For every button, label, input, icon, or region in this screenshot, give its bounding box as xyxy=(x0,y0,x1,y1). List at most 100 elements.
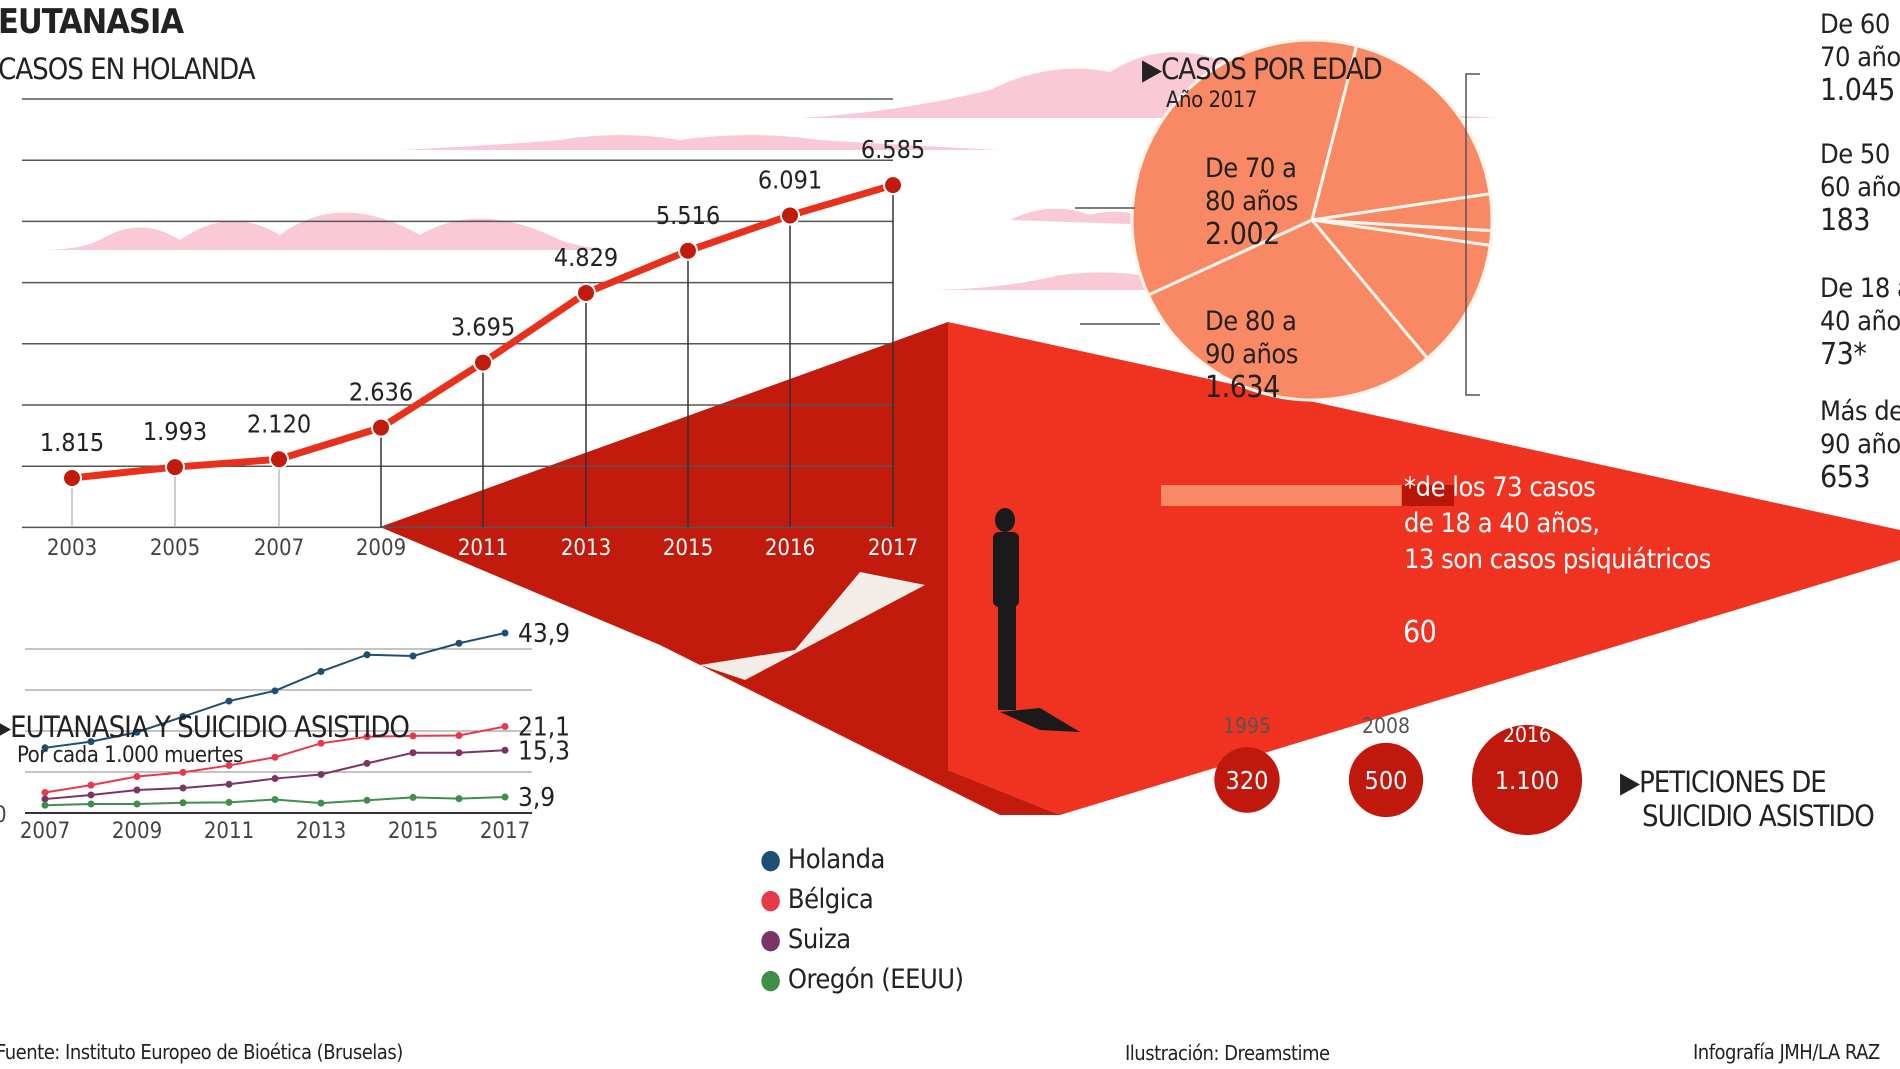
series-point xyxy=(225,761,233,769)
cases-holland-chart: 1.815 2003 1.993 2005 2.120 2007 2.636 2009 3.69… xyxy=(22,98,925,561)
data-label: 6.091 xyxy=(758,165,822,194)
data-point xyxy=(62,468,82,488)
legend-suiza: ● Suiza xyxy=(760,924,851,955)
data-label: 1.993 xyxy=(143,417,207,446)
pie-subtitle: Año 2017 xyxy=(1166,88,1257,113)
pie-title: ▶CASOS POR EDAD xyxy=(1142,52,1383,86)
series-point xyxy=(225,780,233,788)
series-point xyxy=(501,629,509,637)
series-end-label: 15,3 xyxy=(518,736,570,766)
series-point xyxy=(87,791,95,799)
bar-segment-non-psychiatric xyxy=(1161,485,1402,506)
chart1-title: ▸CASOS EN HOLANDA xyxy=(0,52,256,86)
series-point xyxy=(271,775,279,783)
series-end-label: 3,9 xyxy=(518,783,555,813)
bar-segment-psychiatric xyxy=(1401,485,1454,506)
legend-holanda: ● Holanda xyxy=(760,844,885,875)
x-tick-label: 2009 xyxy=(112,819,162,844)
series-point xyxy=(179,713,187,721)
bubble xyxy=(1214,747,1280,813)
pie-label-70-80: De 70 a 80 años 2.002 xyxy=(1205,153,1298,252)
series-point xyxy=(87,738,95,746)
bubble-year: 2008 xyxy=(1362,714,1410,738)
x-tick-label: 2015 xyxy=(663,536,713,561)
series-point xyxy=(363,759,371,767)
series-end-label: 21,1 xyxy=(518,712,570,742)
data-point xyxy=(883,175,903,196)
chart2-title: ▸EUTANASIA Y SUICIDIO ASISTIDO xyxy=(0,710,410,744)
footer-credit: Infografía JMH/LA RAZ xyxy=(1693,1040,1880,1064)
series-point xyxy=(179,768,187,776)
series-point xyxy=(179,784,187,792)
footer-source: Fuente: Instituto Europeo de Bioética (B… xyxy=(0,1040,403,1064)
chart2-subtitle: Por cada 1.000 muertes xyxy=(17,743,243,768)
x-tick-label: 2009 xyxy=(356,536,406,561)
pie-slice xyxy=(1308,217,1492,361)
legend: ● Holanda ● Bélgica ● Suiza ● Oregón (EE… xyxy=(760,840,964,1000)
data-point xyxy=(473,352,493,373)
legend-oregon: ● Oregón (EEUU) xyxy=(760,964,964,995)
series-point xyxy=(87,781,95,789)
psychiatric-bar xyxy=(1161,485,1454,506)
chart2-title-text: EUTANASIA Y SUICIDIO ASISTIDO xyxy=(10,710,410,744)
pie-label-60-70: De 60 70 año 1.045 xyxy=(1820,9,1900,108)
data-label: 6.585 xyxy=(861,135,925,164)
series-point xyxy=(363,651,371,659)
series-point xyxy=(409,749,417,757)
series-point xyxy=(409,652,417,660)
light-path xyxy=(700,572,925,680)
pie-label-80-90: De 80 a 90 años 1.634 xyxy=(1205,306,1298,405)
leader-bracket xyxy=(1465,73,1480,396)
bubble xyxy=(1471,724,1583,836)
x-tick-label: 2015 xyxy=(388,819,438,844)
series-point xyxy=(455,795,463,803)
x-tick-label: 2011 xyxy=(458,536,508,561)
requests-bubbles: 320 1995 500 2008 1.100 2016 xyxy=(1214,714,1583,836)
series-point xyxy=(501,722,509,730)
series-end-label: 43,9 xyxy=(518,619,570,649)
series-point xyxy=(87,800,95,808)
series-point xyxy=(41,789,49,796)
series-point xyxy=(363,733,371,741)
pie-label-50-60: De 50 60 año 183 xyxy=(1820,139,1900,238)
x-tick-label: 2005 xyxy=(150,536,200,561)
x-tick-label: 2013 xyxy=(561,536,611,561)
euthanasia-rates-chart: 0 2007 2009 2011 2013 2015 2017 43,9 21,115,3 3,9 xyxy=(0,619,570,844)
psychiatric-note: *de los 73 casos de 18 a 40 años, 13 son c… xyxy=(1404,472,1711,575)
bubble-value: 320 xyxy=(1226,766,1269,795)
series-point xyxy=(455,749,463,757)
series-point xyxy=(317,668,325,676)
x-tick-label: 2007 xyxy=(254,536,304,561)
series-point xyxy=(501,793,509,801)
chart1-title-text: CASOS EN HOLANDA xyxy=(0,52,256,86)
red-floor-dark xyxy=(380,322,1060,815)
x-tick-label: 2017 xyxy=(480,819,530,844)
pie-slice xyxy=(1130,38,1359,297)
data-point xyxy=(165,457,185,478)
data-point xyxy=(371,417,391,438)
data-point xyxy=(780,205,800,226)
x-tick-label: 2017 xyxy=(868,536,918,561)
pie-label-over-90: Más de 90 año 653 xyxy=(1820,396,1900,495)
data-label: 2.636 xyxy=(349,378,413,407)
x-tick-label: 2013 xyxy=(296,819,346,844)
bubble xyxy=(1348,742,1424,818)
series-point xyxy=(271,687,279,695)
red-floor-bright xyxy=(948,322,1900,815)
series-point xyxy=(317,770,325,778)
series-point xyxy=(501,746,509,754)
y-tick-label: 0 xyxy=(0,803,7,828)
x-tick-label: 2016 xyxy=(765,536,815,561)
series-point xyxy=(41,795,49,803)
pie-slice xyxy=(1146,218,1430,402)
bubble-year: 1995 xyxy=(1223,714,1271,738)
bar-label-13: 13 xyxy=(1695,615,1729,650)
x-tick-label: 2011 xyxy=(204,819,254,844)
series-point xyxy=(409,732,417,740)
data-label: 3.695 xyxy=(451,313,515,342)
series-point xyxy=(225,798,233,806)
data-point xyxy=(678,240,698,261)
data-point xyxy=(269,449,289,470)
